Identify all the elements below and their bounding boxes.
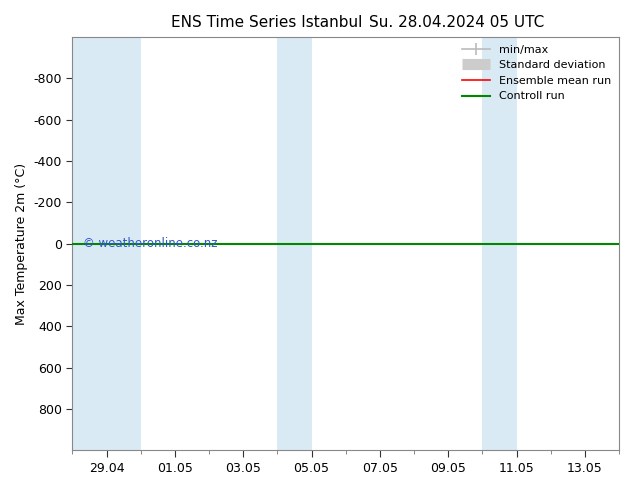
- Bar: [72, 37, 141, 450]
- Bar: [482, 37, 517, 450]
- Bar: [278, 37, 311, 450]
- Text: Su. 28.04.2024 05 UTC: Su. 28.04.2024 05 UTC: [369, 15, 544, 30]
- Text: © weatheronline.co.nz: © weatheronline.co.nz: [84, 237, 218, 250]
- Legend: min/max, Standard deviation, Ensemble mean run, Controll run: min/max, Standard deviation, Ensemble me…: [458, 40, 616, 106]
- Text: ENS Time Series Istanbul: ENS Time Series Istanbul: [171, 15, 362, 30]
- Y-axis label: Max Temperature 2m (°C): Max Temperature 2m (°C): [15, 163, 28, 325]
